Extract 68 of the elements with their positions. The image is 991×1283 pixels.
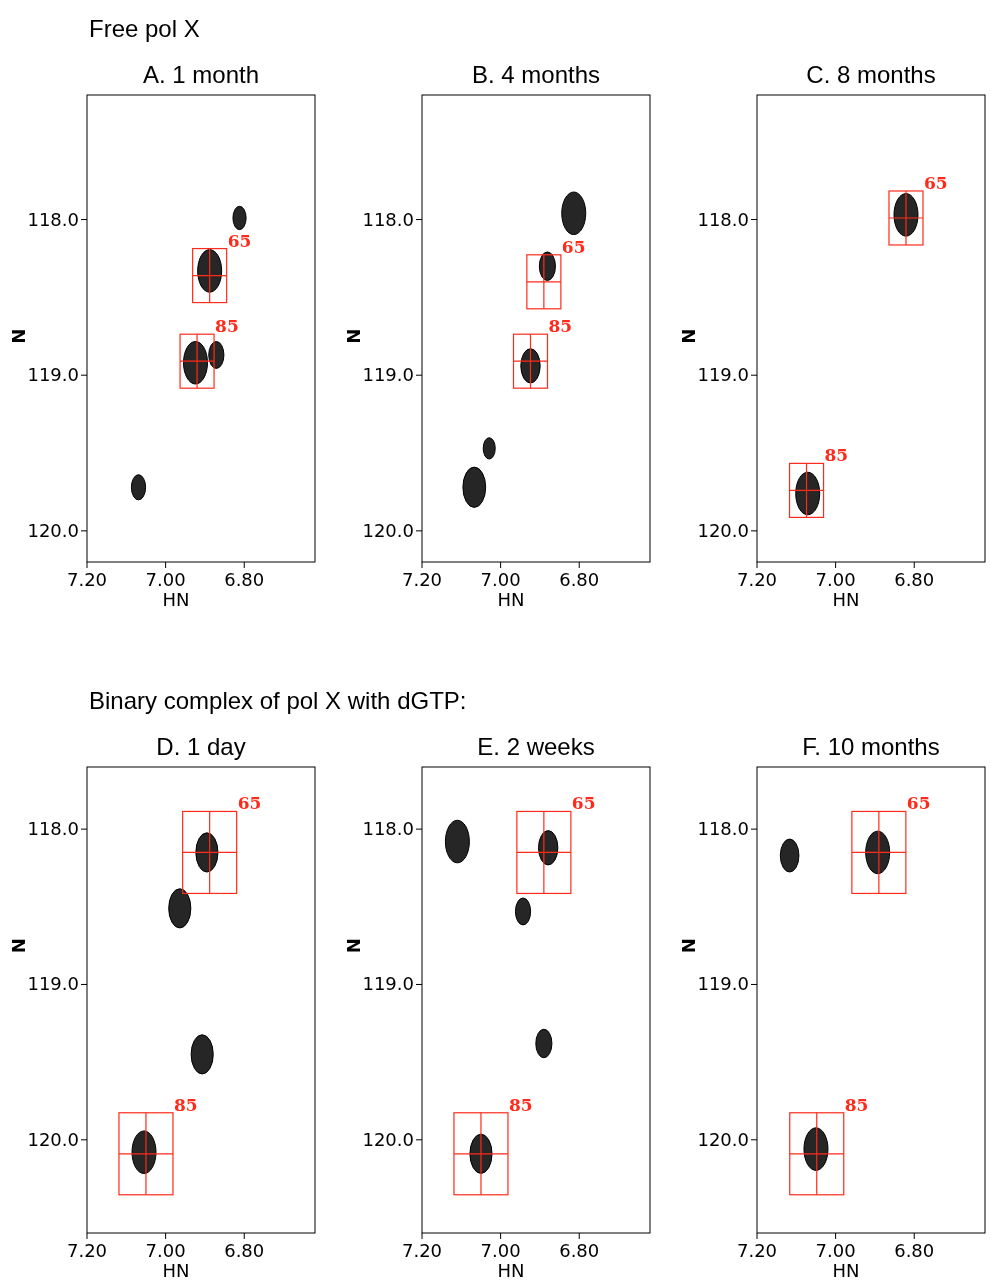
x-tick-label: 7.20 xyxy=(736,1240,778,1261)
x-tick-label: 7.00 xyxy=(815,569,856,590)
x-axis-title: HN xyxy=(497,1260,525,1281)
annotation: 65 xyxy=(227,230,252,251)
x-axis-title: HN xyxy=(832,589,860,610)
x-tick-label: 6.80 xyxy=(224,569,265,590)
x-tick-label: 7.00 xyxy=(145,1240,186,1261)
y-tick-label: 119.0 xyxy=(27,364,79,386)
chart-title: E. 2 weeks xyxy=(477,733,595,760)
x-axis-title: HN xyxy=(832,1260,860,1281)
y-tick-label: 119.0 xyxy=(362,364,414,386)
chart-title: B. 4 months xyxy=(471,61,601,88)
x-tick-label: 6.80 xyxy=(224,1240,265,1261)
y-tick-label: 118.0 xyxy=(697,818,749,840)
x-tick-label: 6.80 xyxy=(894,1240,935,1261)
y-tick-label: 120.0 xyxy=(697,519,749,541)
x-axis-title: HN xyxy=(162,1260,190,1281)
y-tick-label: 120.0 xyxy=(27,519,79,541)
x-tick-label: 6.80 xyxy=(894,569,935,590)
annotation: 85 xyxy=(824,445,849,466)
chart-title: D. 1 day xyxy=(156,733,246,760)
x-tick-label: 7.20 xyxy=(401,1240,443,1261)
y-axis-title: N xyxy=(8,328,29,344)
y-tick-label: 120.0 xyxy=(697,1128,749,1150)
x-tick-label: 7.00 xyxy=(480,1240,521,1261)
text: Free pol X xyxy=(89,15,200,42)
x-tick-label: 6.80 xyxy=(559,1240,600,1261)
chart-title: F. 10 months xyxy=(802,733,940,760)
y-tick-label: 119.0 xyxy=(697,973,749,995)
x-axis-title: HN xyxy=(162,589,190,610)
chart-title: C. 8 months xyxy=(806,61,936,88)
y-tick-label: 120.0 xyxy=(362,1128,414,1150)
annotation: 65 xyxy=(237,793,262,814)
y-axis-title: N xyxy=(678,938,699,954)
text: Binary complex of pol X with dGTP: xyxy=(89,687,467,714)
x-tick-label: 7.00 xyxy=(145,569,186,590)
y-axis-title: N xyxy=(678,328,699,344)
y-tick-label: 118.0 xyxy=(362,208,414,230)
y-axis-title: N xyxy=(343,938,364,954)
y-tick-label: 120.0 xyxy=(362,519,414,541)
x-tick-label: 6.80 xyxy=(559,569,600,590)
annotation: 65 xyxy=(906,793,931,814)
x-tick-label: 7.00 xyxy=(480,569,521,590)
annotation: 85 xyxy=(215,316,239,337)
annotation: 65 xyxy=(571,793,596,814)
annotation: 85 xyxy=(844,1094,869,1115)
chart-title: A. 1 month xyxy=(142,61,260,88)
y-tick-label: 118.0 xyxy=(27,208,79,230)
annotation: 85 xyxy=(548,316,573,337)
x-tick-label: 7.20 xyxy=(66,569,108,590)
annotation: 85 xyxy=(508,1094,533,1115)
y-tick-label: 119.0 xyxy=(697,364,749,386)
annotation: 65 xyxy=(561,236,586,257)
annotation: 85 xyxy=(173,1094,198,1115)
y-tick-label: 118.0 xyxy=(697,208,749,230)
y-axis-title: N xyxy=(343,328,364,344)
x-tick-label: 7.20 xyxy=(66,1240,108,1261)
y-tick-label: 118.0 xyxy=(362,818,414,840)
x-axis-title: HN xyxy=(497,589,525,610)
y-tick-label: 118.0 xyxy=(27,818,79,840)
x-tick-label: 7.20 xyxy=(401,569,443,590)
y-tick-label: 120.0 xyxy=(27,1128,79,1150)
x-tick-label: 7.00 xyxy=(815,1240,856,1261)
y-tick-label: 119.0 xyxy=(362,973,414,995)
y-tick-label: 119.0 xyxy=(27,973,79,995)
x-tick-label: 7.20 xyxy=(736,569,778,590)
annotation: 65 xyxy=(923,172,948,193)
y-axis-title: N xyxy=(8,938,29,954)
